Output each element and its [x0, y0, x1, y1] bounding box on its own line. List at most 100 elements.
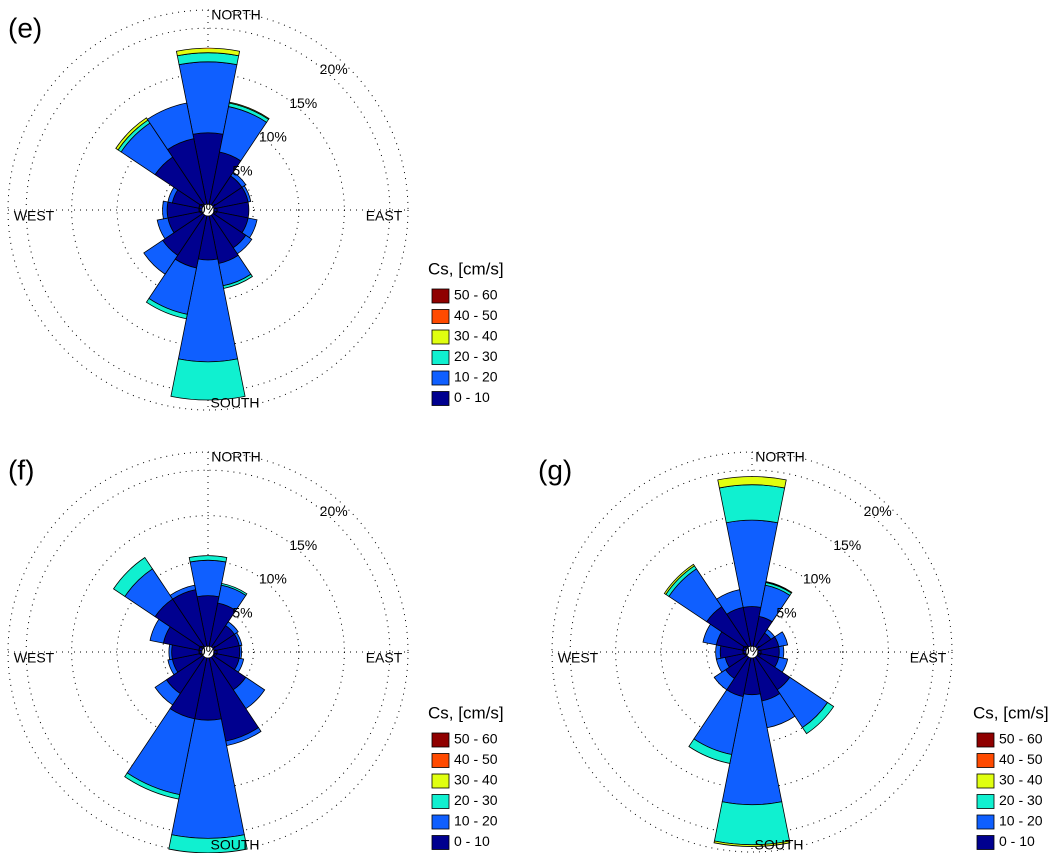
wedge — [220, 582, 248, 596]
legend-label: 30 - 40 — [454, 328, 498, 344]
legend-label: 40 - 50 — [454, 751, 498, 767]
legend-swatch — [431, 350, 450, 365]
direction-label: WEST — [14, 208, 55, 224]
center-hole — [201, 645, 215, 659]
wedge — [170, 358, 246, 401]
center-hole — [201, 203, 215, 217]
grid-circle — [162, 606, 254, 698]
legend-label: 0 - 10 — [999, 833, 1035, 849]
legend-swatch — [431, 288, 450, 304]
legend-swatch — [976, 814, 995, 830]
legend-title: Cs, [cm/s] — [428, 259, 504, 278]
wedge — [778, 645, 785, 659]
r-tick-label: 20% — [320, 503, 348, 519]
legend-swatch — [431, 814, 450, 830]
wedge — [713, 840, 791, 847]
r-tick-label: 20% — [320, 61, 348, 77]
direction-label: SOUTH — [755, 837, 804, 853]
direction-label: SOUTH — [211, 395, 260, 411]
legend-label: 50 - 60 — [454, 287, 498, 303]
direction-label: NORTH — [211, 7, 261, 23]
grid-circle — [116, 560, 300, 744]
grid-circle — [706, 606, 798, 698]
legend-swatch — [431, 309, 450, 324]
wedge — [715, 644, 722, 660]
legend-swatch — [976, 732, 995, 748]
legend-label: 10 - 20 — [454, 813, 498, 829]
wedge — [233, 632, 243, 647]
r-tick-label: 0% — [198, 201, 218, 217]
legend-label: 10 - 20 — [999, 813, 1043, 829]
legend-swatch — [431, 794, 450, 809]
legend-swatch — [431, 370, 450, 386]
legend-title: Cs, [cm/s] — [973, 703, 1049, 722]
legend-label: 20 - 30 — [454, 348, 498, 364]
wedge — [169, 584, 197, 600]
wedge — [238, 644, 243, 660]
chart-title: (g) — [538, 454, 572, 485]
direction-label: WEST — [14, 650, 55, 666]
wedge — [168, 834, 248, 853]
r-tick-label: 5% — [776, 604, 796, 620]
wedge — [188, 555, 228, 563]
legend-swatch — [976, 794, 995, 809]
wedge — [162, 200, 169, 220]
legend-label: 50 - 60 — [454, 731, 498, 747]
chart-title: (f) — [8, 454, 34, 485]
wedge — [168, 643, 173, 661]
grid-circle — [116, 118, 300, 302]
legend-label: 20 - 30 — [999, 792, 1043, 808]
direction-label: EAST — [910, 650, 947, 666]
wedge — [115, 117, 149, 151]
r-tick-label: 10% — [259, 571, 287, 587]
legend-label: 0 - 10 — [454, 833, 490, 849]
direction-label: WEST — [558, 650, 599, 666]
r-tick-label: 0% — [742, 643, 762, 659]
wind-rose: (e) 0% 5% 10% 15% 20% NORTH EAST SOUTH WEST Cs, [c… — [7, 7, 504, 411]
wedge — [718, 484, 786, 524]
legend-label: 30 - 40 — [454, 772, 498, 788]
wedge — [156, 217, 175, 240]
wedge — [713, 669, 735, 691]
wedge — [230, 171, 247, 188]
grid-circle — [162, 164, 254, 256]
r-tick-label: 20% — [864, 503, 892, 519]
legend-label: 10 - 20 — [454, 369, 498, 385]
legend-swatch — [976, 835, 995, 850]
legend-label: 30 - 40 — [999, 772, 1043, 788]
r-tick-label: 10% — [803, 571, 831, 587]
legend-title: Cs, [cm/s] — [428, 703, 504, 722]
direction-label: NORTH — [211, 449, 261, 465]
legend-swatch — [431, 732, 450, 748]
legend-swatch — [431, 391, 450, 406]
wedge — [225, 621, 239, 635]
wedge — [167, 658, 179, 676]
wedge — [663, 563, 695, 595]
legend-label: 40 - 50 — [454, 307, 498, 323]
legend-label: 0 - 10 — [454, 389, 490, 405]
r-tick-label: 0% — [198, 643, 218, 659]
direction-label: EAST — [366, 650, 403, 666]
wedge — [774, 631, 789, 648]
grid-circle — [660, 560, 844, 744]
wedge — [124, 772, 181, 800]
direction-label: NORTH — [755, 449, 805, 465]
r-tick-label: 5% — [232, 162, 252, 178]
r-tick-label: 10% — [259, 129, 287, 145]
chart-title: (e) — [8, 12, 42, 43]
r-tick-label: 15% — [289, 95, 317, 111]
r-tick-label: 5% — [232, 604, 252, 620]
legend-swatch — [431, 329, 450, 345]
wedge — [716, 589, 744, 615]
legend-swatch — [431, 835, 450, 850]
legend-label: 40 - 50 — [999, 751, 1043, 767]
legend-swatch — [976, 773, 995, 789]
wind-rose: (f) 0% 5% 10% 15% 20% NORTH EAST SOUTH WEST Cs, [c… — [7, 449, 504, 853]
wedge — [228, 101, 270, 120]
legend-label: 20 - 30 — [454, 792, 498, 808]
r-tick-label: 15% — [289, 537, 317, 553]
direction-label: EAST — [366, 208, 403, 224]
r-tick-label: 15% — [833, 537, 861, 553]
wind-rose: (g) 0% 5% 10% 15% 20% NORTH EAST SOUTH WEST Cs, [c… — [538, 449, 1049, 853]
